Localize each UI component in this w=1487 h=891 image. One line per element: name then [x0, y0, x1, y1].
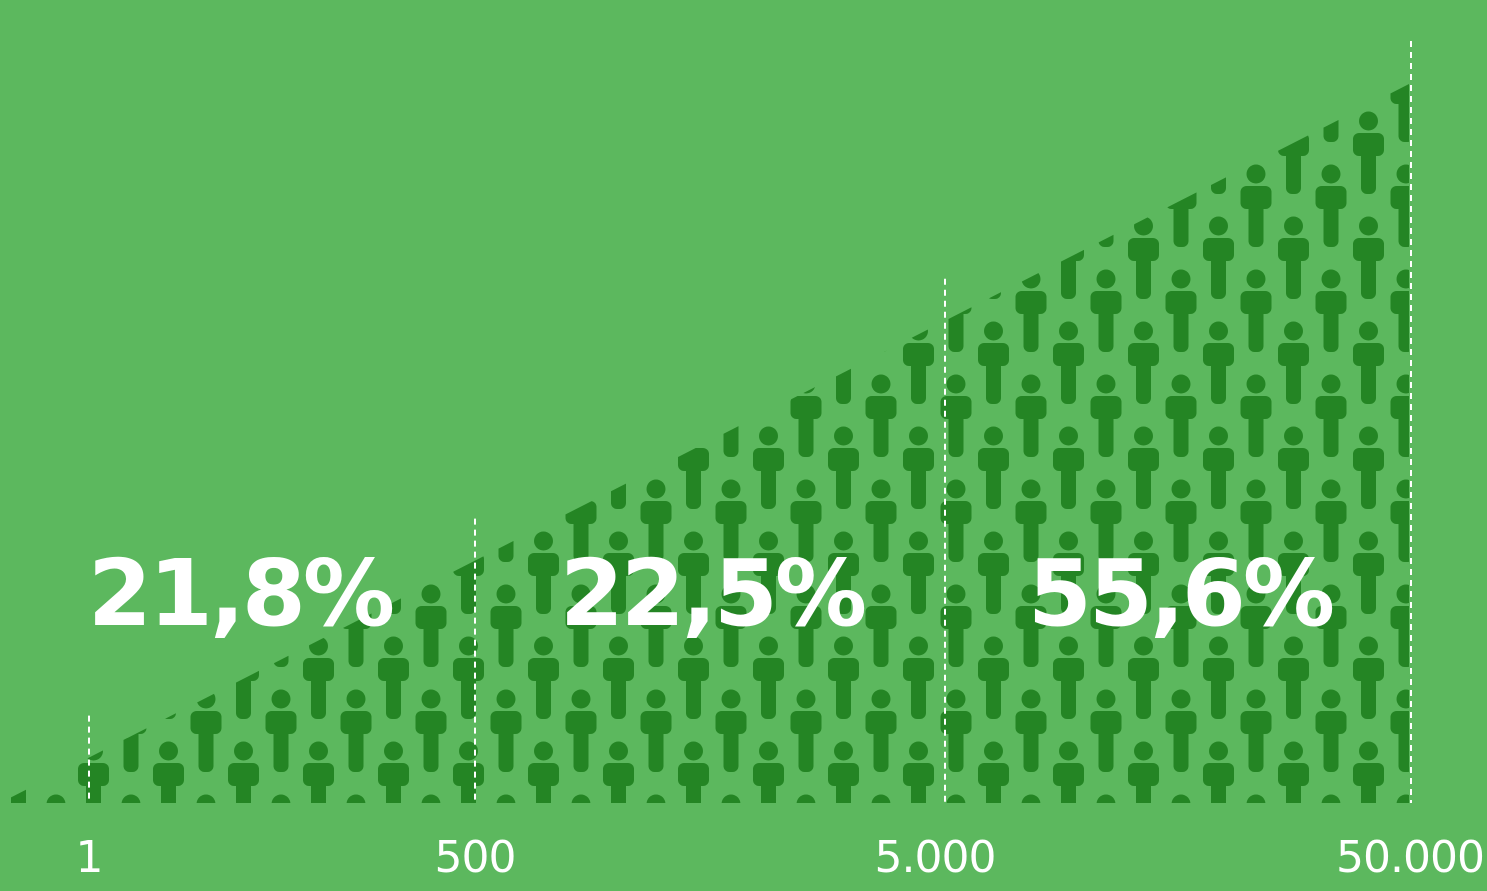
x-tick-label: 50.000 [1336, 832, 1485, 883]
x-tick-label: 1 [75, 832, 104, 883]
segment-dividers [88, 40, 1412, 803]
x-tick-label: 500 [434, 832, 517, 883]
segment-label-500-5000: 22,5% [559, 540, 867, 647]
people-pattern-icon [0, 84, 1409, 803]
x-tick-label: 5.000 [874, 832, 997, 883]
segment-label-1-500: 21,8% [87, 540, 395, 647]
segment-label-5000-50000: 55,6% [1027, 540, 1335, 647]
population-area [0, 84, 1409, 803]
